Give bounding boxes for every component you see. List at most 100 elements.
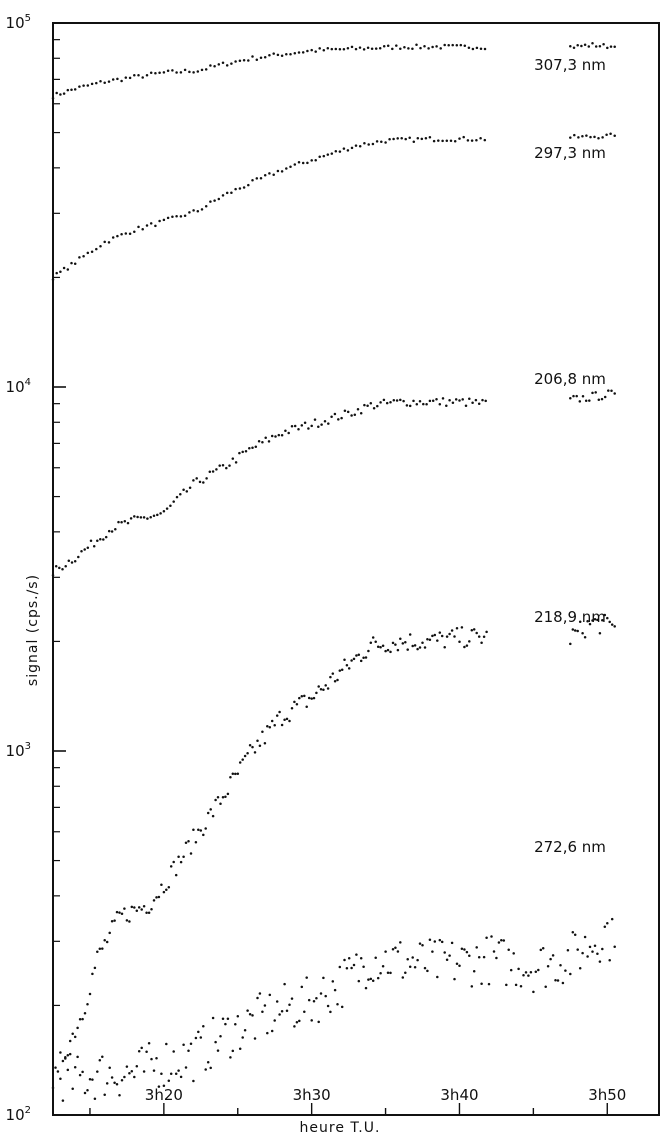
data-point [380, 140, 383, 143]
data-point [204, 827, 207, 830]
data-point [587, 45, 591, 48]
data-point [317, 685, 320, 688]
data-point [205, 477, 208, 480]
data-point [306, 49, 309, 53]
data-point [381, 644, 385, 648]
data-point [255, 58, 259, 61]
data-point [440, 634, 444, 638]
data-point [367, 978, 370, 981]
data-point [343, 658, 346, 662]
data-point [408, 965, 412, 969]
data-point [120, 1078, 124, 1082]
data-point [192, 1079, 195, 1083]
data-point [320, 423, 323, 426]
data-point [283, 718, 286, 721]
data-point [251, 446, 254, 449]
data-point [350, 414, 353, 417]
data-point [389, 650, 392, 654]
data-point [323, 420, 327, 423]
data-point [202, 1025, 205, 1028]
data-point [124, 232, 128, 235]
series-label: 206,8 nm [534, 370, 606, 388]
data-point [285, 167, 288, 170]
x-tick-label: 3h50 [588, 1086, 626, 1104]
data-point [607, 389, 610, 392]
data-point [324, 994, 327, 998]
data-point [136, 515, 139, 519]
data-point [438, 938, 442, 942]
data-point [51, 573, 55, 577]
data-point [259, 176, 263, 180]
data-point [96, 539, 99, 542]
data-point [297, 51, 301, 54]
data-point [314, 159, 317, 162]
data-point [366, 46, 370, 50]
data-point [256, 739, 259, 743]
data-point [514, 983, 518, 987]
data-point [101, 947, 104, 950]
data-point [345, 664, 349, 667]
data-point [174, 873, 178, 877]
data-point [331, 672, 335, 675]
data-point [108, 1066, 111, 1069]
data-point [438, 631, 442, 634]
y-tick-label-base: 10 [6, 14, 25, 32]
data-point [219, 802, 222, 806]
data-point [350, 146, 354, 150]
data-point [352, 657, 356, 661]
data-point [319, 687, 323, 691]
data-point [601, 136, 604, 139]
data-point [411, 47, 414, 50]
data-point [613, 625, 616, 628]
data-point [322, 688, 325, 692]
data-point [273, 723, 276, 727]
data-point [248, 743, 252, 747]
data-point [500, 938, 503, 942]
data-point [147, 911, 151, 915]
data-point [105, 1082, 109, 1085]
data-point [597, 398, 601, 401]
data-point [386, 971, 390, 974]
data-point [569, 45, 572, 48]
data-point [394, 946, 397, 949]
data-point [107, 241, 111, 244]
data-point [475, 139, 478, 142]
data-point [479, 137, 482, 140]
data-point [314, 50, 317, 53]
data-point [350, 966, 353, 970]
data-point [455, 962, 459, 966]
data-point [350, 659, 353, 662]
data-point [418, 942, 422, 945]
data-point [569, 136, 572, 139]
data-point [467, 46, 471, 50]
data-point [466, 139, 470, 142]
data-point [572, 46, 576, 49]
data-point [289, 52, 292, 56]
data-point [254, 445, 258, 448]
data-point [263, 56, 267, 59]
series-label: 307,3 nm [534, 56, 606, 74]
data-point [162, 218, 166, 222]
data-point [169, 1072, 173, 1075]
data-point [120, 912, 124, 916]
data-point [463, 44, 467, 47]
data-point [479, 47, 483, 50]
data-point [480, 982, 483, 986]
data-point [385, 401, 389, 405]
data-point [264, 436, 267, 440]
data-point [453, 635, 456, 638]
data-point [423, 646, 427, 649]
data-point [408, 633, 412, 636]
data-point [340, 1005, 344, 1009]
data-point [217, 197, 221, 201]
data-point [451, 401, 455, 404]
data-point [221, 61, 225, 64]
data-point [569, 972, 572, 976]
data-point [234, 187, 237, 191]
data-point [303, 1010, 306, 1014]
data-point [362, 965, 365, 968]
data-point [120, 79, 123, 83]
data-point [158, 219, 161, 223]
data-point [359, 412, 363, 415]
data-point [155, 896, 158, 899]
